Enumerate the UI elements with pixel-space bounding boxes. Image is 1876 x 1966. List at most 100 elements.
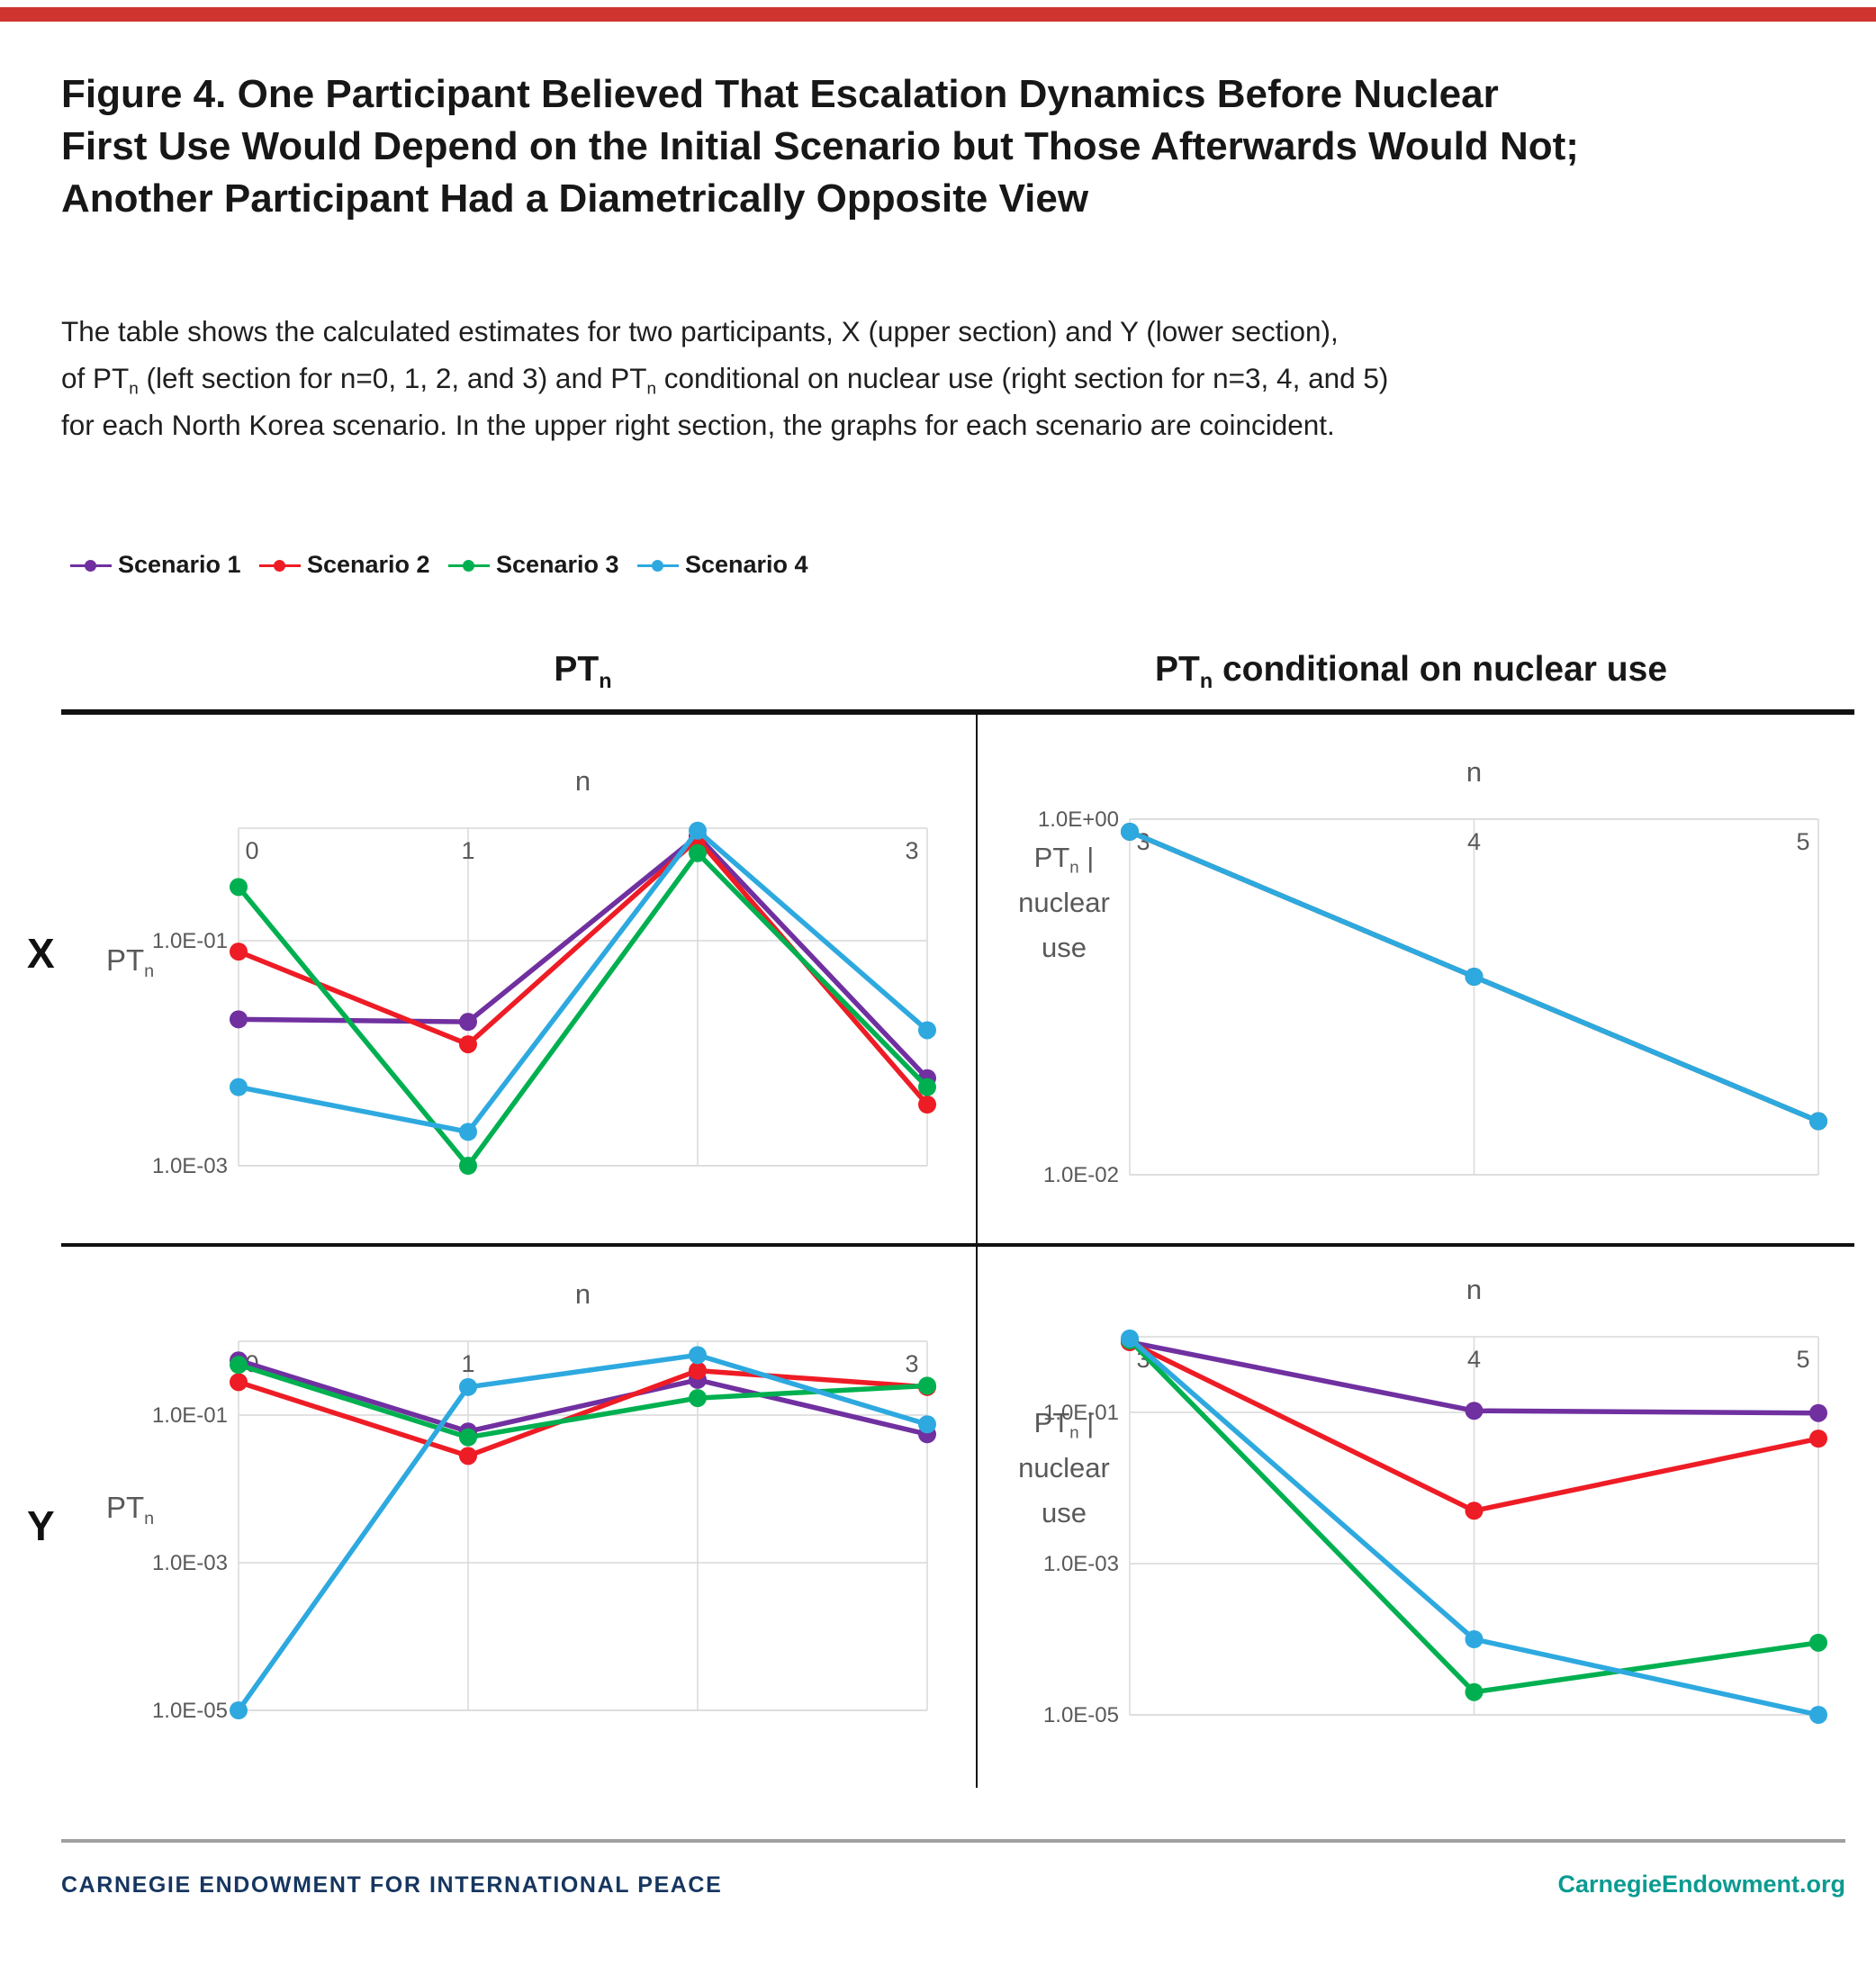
data-point-scenario-3 <box>918 1376 936 1395</box>
data-point-scenario-4 <box>1121 1329 1139 1348</box>
column-header-ptn: PTn <box>239 650 927 691</box>
legend-label: Scenario 2 <box>307 551 430 578</box>
data-point-scenario-2 <box>1465 1502 1484 1520</box>
subscript-n: n <box>129 379 139 399</box>
data-point-scenario-4 <box>1809 1112 1827 1131</box>
text-segment: PT <box>1154 650 1200 689</box>
y-axis-tick-label: 1.0E-01 <box>1043 1401 1119 1425</box>
data-point-scenario-2 <box>459 1035 477 1054</box>
text-segment: | <box>1078 1407 1095 1438</box>
x-axis-tick-label: 5 <box>1796 1346 1809 1373</box>
legend-label: Scenario 3 <box>496 551 619 578</box>
y-axis-title-ptn-given-nuclear-use: PTn | nuclear use <box>985 835 1143 970</box>
series-line-scenario-1 <box>236 1357 930 1438</box>
text-segment: of PT <box>61 362 130 394</box>
figure-title-line: Another Participant Had a Diametrically … <box>61 176 1089 221</box>
data-point-scenario-3 <box>459 1157 477 1175</box>
series-line-scenario-2 <box>236 1367 930 1459</box>
legend-marker-icon <box>448 559 490 572</box>
y-axis-title-ptn: PTn <box>106 943 154 980</box>
x-axis-tick-label: 1 <box>461 1350 474 1377</box>
column-header-ptn-conditional: PTn conditional on nuclear use <box>977 650 1845 693</box>
description-line: The table shows the calculated estimates… <box>61 308 1826 355</box>
axis-title-line: nuclear <box>1018 887 1110 918</box>
y-axis-tick-label: 1.0E-02 <box>1043 1163 1119 1187</box>
data-point-scenario-2 <box>918 1095 936 1114</box>
data-point-scenario-1 <box>459 1013 477 1032</box>
subscript-n: n <box>1199 669 1213 693</box>
data-point-scenario-3 <box>459 1428 477 1447</box>
legend-item-scenario-1: Scenario 1 <box>70 551 259 579</box>
data-point-scenario-2 <box>1809 1429 1827 1448</box>
text-segment: PT <box>106 1491 145 1524</box>
x-axis-tick-label: 4 <box>1467 828 1481 855</box>
x-axis-tick-label: 4 <box>1467 1346 1481 1373</box>
series-line-scenario-4 <box>236 828 930 1135</box>
y-axis-tick-label: 1.0E-03 <box>152 1154 228 1178</box>
data-point-scenario-3 <box>230 1356 248 1375</box>
data-point-scenario-4 <box>230 1078 248 1096</box>
text-segment: conditional on nuclear use <box>1213 650 1668 689</box>
y-axis-tick-label: 1.0E-03 <box>1043 1552 1119 1576</box>
data-point-scenario-4 <box>1809 1706 1827 1724</box>
data-point-scenario-4 <box>918 1415 936 1434</box>
legend-label: Scenario 4 <box>685 551 808 578</box>
row-label-participant-x: X <box>27 930 55 977</box>
x-axis-title: n <box>575 1278 591 1310</box>
legend-item-scenario-2: Scenario 2 <box>259 551 448 579</box>
axis-title-line: use <box>1042 932 1087 963</box>
data-point-scenario-4 <box>689 821 707 840</box>
legend-item-scenario-3: Scenario 3 <box>448 551 637 579</box>
chart-x-ptn-conditional: n1.0E+001.0E-023 4 5 <box>1038 756 1827 1187</box>
legend-marker-icon <box>259 559 301 572</box>
data-point-scenario-3 <box>1809 1633 1827 1652</box>
series-line-scenario-3 <box>236 850 930 1168</box>
text-segment: conditional on nuclear use (right sectio… <box>656 362 1389 394</box>
header-rule <box>61 709 1854 715</box>
data-point-scenario-4 <box>459 1123 477 1141</box>
series-line-scenario-4 <box>236 1352 930 1713</box>
x-axis-tick-label: 3 <box>905 837 918 864</box>
text-segment: PT <box>106 943 145 977</box>
x-axis-title: n <box>1466 756 1482 788</box>
footer-organization: CARNEGIE ENDOWMENT FOR INTERNATIONAL PEA… <box>61 1872 723 1898</box>
text-segment: The table shows the calculated estimates… <box>61 315 1339 347</box>
description-line: for each North Korea scenario. In the up… <box>61 401 1826 448</box>
data-point-scenario-4 <box>459 1377 477 1396</box>
subscript-n: n <box>1069 1422 1079 1442</box>
x-axis-title: n <box>575 765 591 797</box>
y-axis-tick-label: 1.0E-05 <box>1043 1703 1119 1727</box>
x-axis-tick-label: 1 <box>461 837 474 864</box>
data-point-scenario-3 <box>918 1078 936 1096</box>
data-point-scenario-1 <box>230 1010 248 1029</box>
chart-legend: Scenario 1 Scenario 2 Scenario 3 Scenari… <box>70 551 826 579</box>
legend-marker-icon <box>637 559 679 572</box>
figure-title: Figure 4. One Participant Believed That … <box>61 68 1826 225</box>
data-point-scenario-4 <box>918 1021 936 1040</box>
text-segment: (left section for n=0, 1, 2, and 3) and … <box>138 362 647 394</box>
footer-rule <box>61 1839 1845 1843</box>
axis-title-line: PTn | <box>985 1401 1143 1446</box>
legend-item-scenario-4: Scenario 4 <box>637 551 826 579</box>
subscript-n: n <box>144 1508 155 1529</box>
subscript-n: n <box>646 379 657 399</box>
text-segment: PT <box>1033 842 1070 873</box>
chart-x-ptn: n1.0E-011.0E-030123 <box>152 765 936 1178</box>
axis-title-line: PTn | <box>985 835 1143 880</box>
data-point-scenario-3 <box>689 843 707 862</box>
legend-marker-icon <box>70 559 112 572</box>
text-segment: for each North Korea scenario. In the up… <box>61 409 1335 441</box>
y-axis-title-ptn-given-nuclear-use: PTn | nuclear use <box>985 1401 1143 1536</box>
y-axis-tick-label: 1.0E+00 <box>1038 807 1119 832</box>
text-segment: PT <box>1033 1407 1070 1438</box>
data-point-scenario-4 <box>689 1346 707 1365</box>
data-point-scenario-4 <box>1465 967 1484 986</box>
series-line-scenario-3 <box>236 1362 930 1440</box>
axis-title-line: nuclear <box>1018 1452 1110 1484</box>
y-axis-tick-label: 1.0E-05 <box>152 1699 228 1723</box>
figure-title-line: Figure 4. One Participant Believed That … <box>61 72 1499 116</box>
data-point-scenario-3 <box>230 878 248 897</box>
footer-website-link[interactable]: CarnegieEndowment.org <box>1557 1871 1845 1898</box>
legend-label: Scenario 1 <box>118 551 241 578</box>
